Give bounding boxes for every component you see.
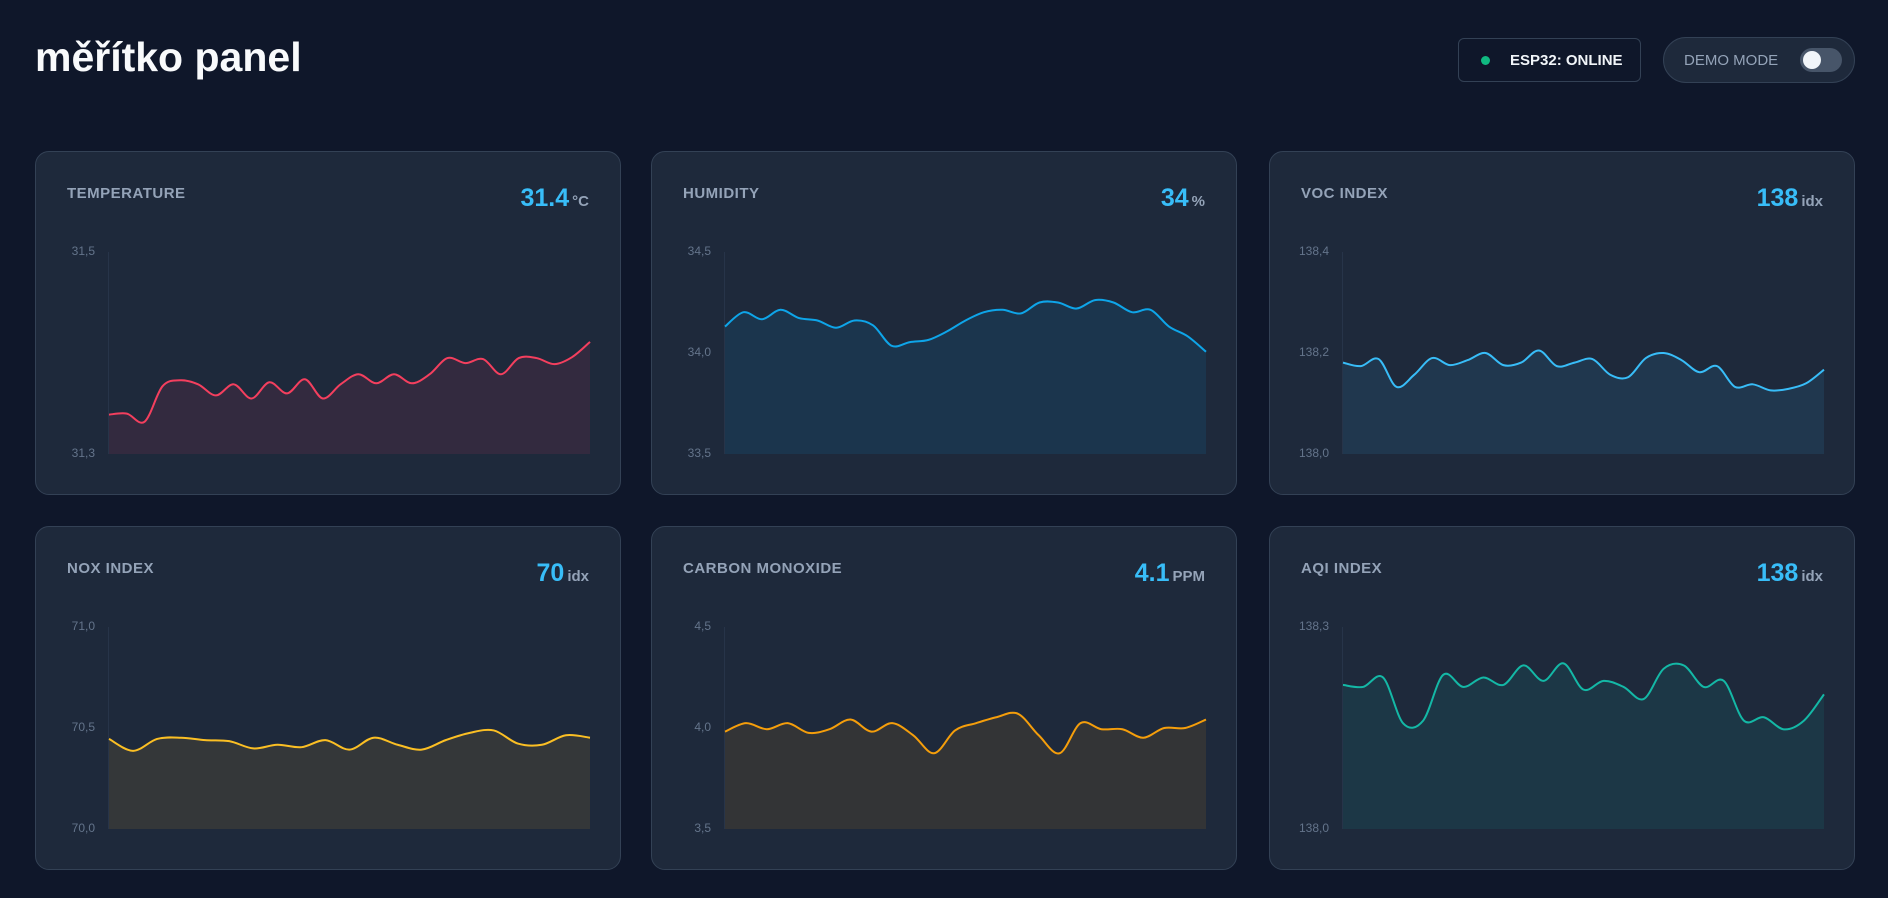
chart-title: NOX INDEX — [67, 560, 155, 577]
y-tick-label: 4,5 — [694, 619, 711, 633]
status-pill: ESP32: ONLINE — [1458, 38, 1641, 82]
current-value: 34% — [1161, 184, 1205, 213]
chart-card: CARBON MONOXIDE 4.1 PPM 3,5 4,0 4,5 — [651, 526, 1237, 870]
chart-title: HUMIDITY — [683, 185, 760, 202]
chart-title: CARBON MONOXIDE — [683, 560, 843, 577]
line — [1342, 349, 1825, 392]
line — [108, 728, 591, 752]
unit: idx — [1801, 193, 1823, 210]
chart: 70,0 70,5 71,0 — [72, 619, 591, 835]
current-value: 31.4 °C — [520, 184, 589, 213]
unit: idx — [1801, 568, 1823, 585]
chart: 33,5 34,0 34,5 — [688, 244, 1207, 460]
y-tick-label: 34,5 — [688, 244, 712, 258]
chart-card: HUMIDITY 34% 33,5 34,0 34,5 — [651, 151, 1237, 495]
line — [724, 711, 1207, 755]
current-value: 138 idx — [1757, 559, 1823, 588]
chart: 3,5 4,0 4,5 — [694, 619, 1207, 835]
chart-title: TEMPERATURE — [67, 185, 186, 202]
y-tick-label: 138,4 — [1299, 244, 1329, 258]
chart-card: NOX INDEX 70 idx 70,0 70,5 71,0 — [35, 526, 621, 870]
y-tick-label: 31,3 — [72, 446, 96, 460]
y-tick-label: 71,0 — [72, 619, 96, 633]
y-tick-label: 3,5 — [694, 821, 711, 835]
chart-card: AQI INDEX 138 idx 138,0 138,3 — [1269, 526, 1855, 870]
current-number: 34 — [1160, 184, 1189, 212]
y-tick-label: 138,3 — [1299, 619, 1329, 633]
y-tick-label: 34,0 — [688, 345, 712, 359]
current-number: 31.4 — [520, 184, 570, 212]
unit: % — [1191, 193, 1205, 210]
y-tick-label: 138,0 — [1299, 821, 1329, 835]
current-number: 4.1 — [1134, 559, 1170, 587]
y-tick-label: 33,5 — [688, 446, 712, 460]
current-value: 70 idx — [537, 559, 590, 588]
demo-mode: DEMO MODE — [1663, 37, 1855, 83]
chart-card: TEMPERATURE 31.4 °C 31,3 31,5 — [35, 151, 621, 495]
current-number: 138 — [1756, 559, 1799, 587]
status-dot — [1481, 55, 1490, 65]
chart-card: VOC INDEX 138 idx 138,0 138,2 138,4 — [1269, 151, 1855, 495]
chart: 138,0 138,3 — [1299, 619, 1825, 835]
status-text: ESP32: ONLINE — [1510, 51, 1623, 69]
y-tick-label: 138,2 — [1299, 345, 1329, 359]
chart: 138,0 138,2 138,4 — [1299, 244, 1825, 460]
area — [1343, 663, 1824, 829]
demo-label: DEMO MODE — [1684, 51, 1779, 69]
y-tick-label: 31,5 — [72, 244, 96, 258]
area — [725, 712, 1206, 829]
current-value: 138 idx — [1757, 184, 1823, 213]
y-tick-label: 4,0 — [694, 720, 711, 734]
y-tick-label: 138,0 — [1299, 446, 1329, 460]
area — [109, 729, 590, 829]
page-title: měřítko panel — [35, 34, 302, 80]
current-value: 4.1 PPM — [1135, 559, 1205, 588]
area — [1343, 350, 1824, 454]
y-tick-label: 70,5 — [72, 720, 96, 734]
area — [725, 299, 1206, 454]
line — [1342, 662, 1825, 731]
current-number: 70 — [536, 559, 565, 587]
chart-title: AQI INDEX — [1301, 560, 1383, 577]
area — [109, 341, 590, 454]
current-number: 138 — [1756, 184, 1799, 212]
demo-toggle[interactable] — [1800, 48, 1843, 72]
chart: 31,3 31,5 — [72, 244, 591, 460]
line — [724, 298, 1207, 353]
chart-title: VOC INDEX — [1301, 185, 1389, 202]
y-tick-label: 70,0 — [72, 821, 96, 835]
unit: °C — [572, 193, 589, 210]
unit: idx — [567, 568, 589, 585]
line — [108, 341, 591, 424]
unit: PPM — [1172, 568, 1205, 585]
